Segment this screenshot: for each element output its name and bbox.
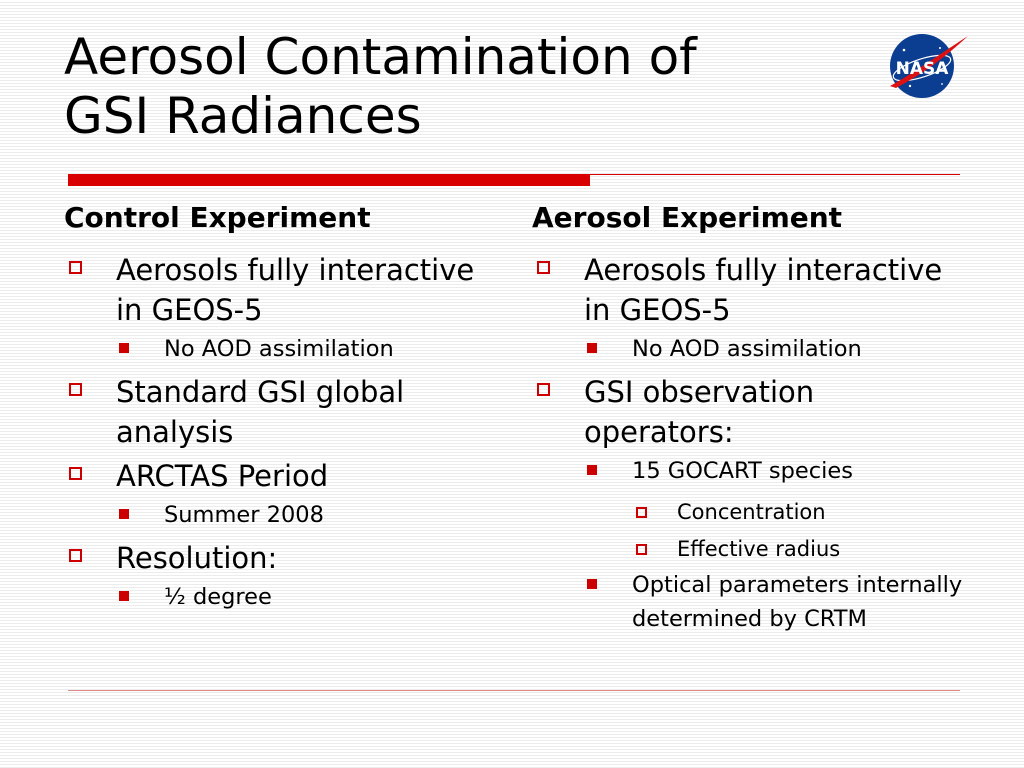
sub-list-item-text: Optical parameters internally determined… [632, 572, 963, 632]
sub-list-item: No AOD assimilation [532, 332, 972, 366]
aerosol-experiment-list: Aerosols fully interactive in GEOS-5 No … [532, 250, 972, 636]
sub-list-item: Summer 2008 [64, 498, 504, 532]
list-item-text: Aerosols fully interactive in GEOS-5 [584, 253, 943, 327]
aerosol-experiment-column: Aerosol Experiment Aerosols fully intera… [532, 200, 972, 642]
list-item: Aerosols fully interactive in GEOS-5 [532, 250, 972, 330]
filled-square-bullet-icon [587, 343, 597, 353]
title-line-1: Aerosol Contamination of [64, 28, 697, 86]
list-item: ARCTAS Period [64, 456, 504, 496]
hollow-square-bullet-icon [636, 544, 647, 555]
list-item-text: ARCTAS Period [116, 459, 329, 493]
hollow-square-bullet-icon [636, 507, 647, 518]
hollow-square-bullet-icon [537, 261, 550, 274]
sub-list-item: Optical parameters internally determined… [532, 568, 972, 636]
list-item-text: Aerosols fully interactive in GEOS-5 [116, 253, 475, 327]
hollow-square-bullet-icon [537, 383, 550, 396]
sub-list-item-text: No AOD assimilation [632, 336, 862, 362]
title-rule-thick [68, 174, 590, 186]
logo-text: NASA [896, 59, 950, 79]
sub-list-item: No AOD assimilation [64, 332, 504, 366]
list-item-text: Resolution: [116, 541, 278, 575]
sub-sub-list-item-text: Concentration [677, 500, 826, 524]
sub-list-item-text: 15 GOCART species [632, 458, 853, 484]
sub-list-item: 15 GOCART species [532, 454, 972, 488]
list-item: GSI observation operators: [532, 372, 972, 452]
hollow-square-bullet-icon [69, 383, 82, 396]
hollow-square-bullet-icon [69, 549, 82, 562]
filled-square-bullet-icon [119, 343, 129, 353]
list-item-text: GSI observation operators: [584, 375, 815, 449]
list-item: Aerosols fully interactive in GEOS-5 [64, 250, 504, 330]
sub-list-item-text: No AOD assimilation [164, 336, 394, 362]
slide-title: Aerosol Contamination of GSI Radiances [64, 28, 697, 146]
title-line-2: GSI Radiances [64, 87, 422, 145]
aerosol-experiment-heading: Aerosol Experiment [532, 201, 843, 234]
control-experiment-heading: Control Experiment [64, 201, 371, 234]
nasa-logo-icon: NASA [890, 34, 968, 98]
list-item: Standard GSI global analysis [64, 372, 504, 452]
hollow-square-bullet-icon [69, 467, 82, 480]
bottom-rule [68, 690, 960, 691]
control-experiment-list: Aerosols fully interactive in GEOS-5 No … [64, 250, 504, 614]
sub-sub-list-item: Concentration [532, 494, 972, 531]
sub-list-item-text: Summer 2008 [164, 502, 324, 528]
filled-square-bullet-icon [587, 465, 597, 475]
list-item: Resolution: [64, 538, 504, 578]
control-experiment-column: Control Experiment Aerosols fully intera… [64, 200, 504, 620]
sub-sub-list-item: Effective radius [532, 531, 972, 568]
filled-square-bullet-icon [587, 579, 597, 589]
list-item-text: Standard GSI global analysis [116, 375, 405, 449]
title-rule-thin [590, 174, 960, 175]
hollow-square-bullet-icon [69, 261, 82, 274]
filled-square-bullet-icon [119, 509, 129, 519]
sub-list-item: ½ degree [64, 580, 504, 614]
filled-square-bullet-icon [119, 591, 129, 601]
sub-sub-list-item-text: Effective radius [677, 537, 841, 561]
sub-list-item-text: ½ degree [164, 584, 272, 610]
